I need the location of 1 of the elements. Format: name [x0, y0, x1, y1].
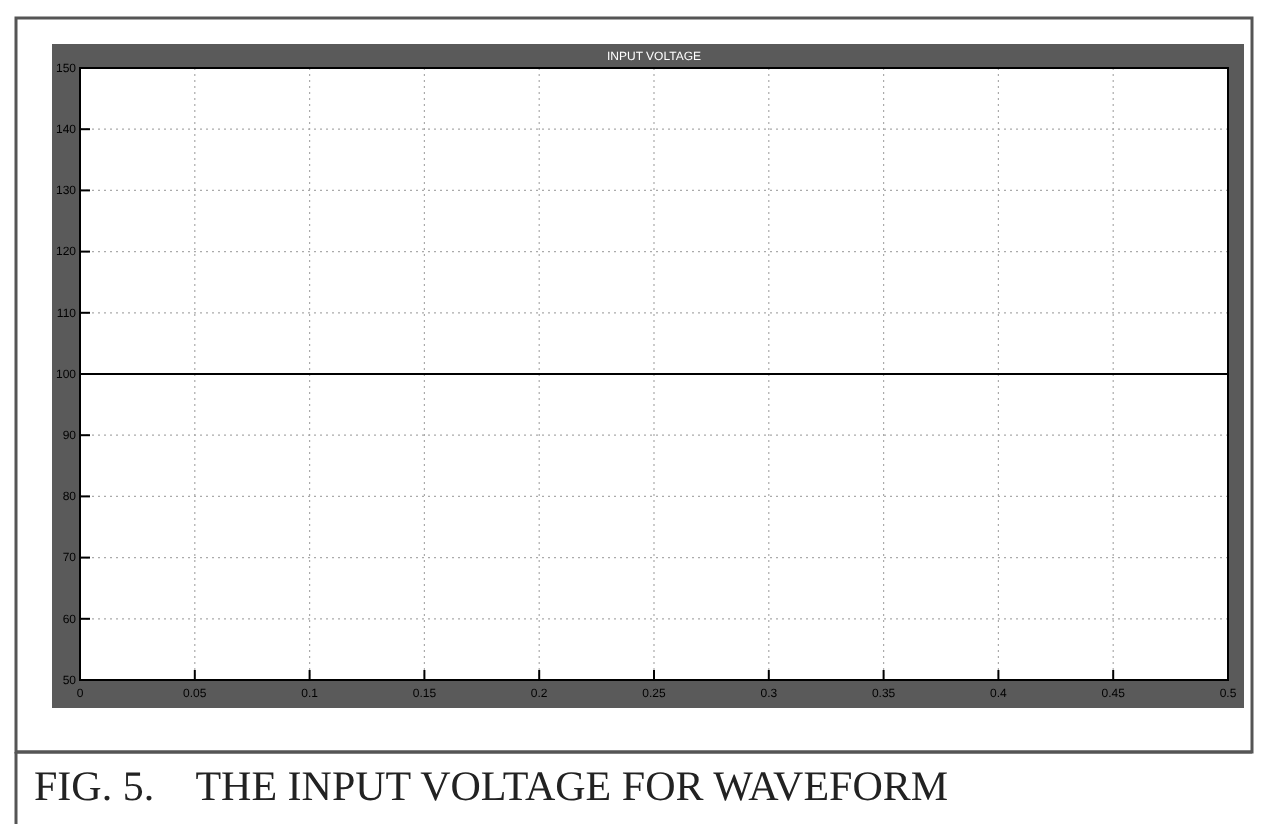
caption: FIG. 5. THE INPUT VOLTAGE FOR WAVEFORM [34, 762, 949, 810]
